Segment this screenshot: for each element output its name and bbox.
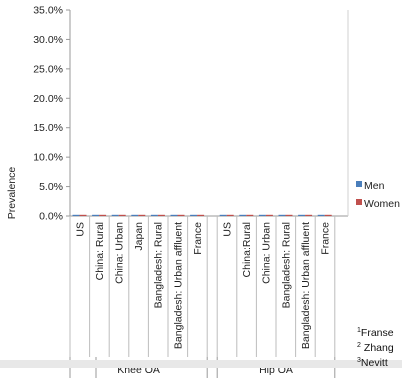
- y-tick-label: 10.0%: [33, 152, 63, 164]
- category-label: Bangladesh: Rural: [280, 222, 292, 308]
- bar-women: [99, 214, 107, 216]
- bottom-strip: [0, 360, 402, 368]
- category-label: China:Rural: [241, 222, 253, 277]
- bar-men: [72, 214, 80, 216]
- bar-men: [219, 214, 227, 216]
- bar-women: [157, 214, 165, 216]
- y-axis-ticks: 0.0% 5.0% 10.0% 15.0% 20.0% 25.0% 30.0% 35.0%: [33, 5, 70, 223]
- bar-men: [92, 214, 100, 216]
- bar-men: [239, 214, 247, 216]
- category-label: US: [222, 222, 234, 237]
- bar-women: [197, 214, 205, 216]
- footnote-2: 2 Zhang: [357, 342, 394, 354]
- footnotes: 1Franse 2 Zhang 3Nevitt: [357, 327, 394, 369]
- bar-men: [298, 214, 306, 216]
- category-labels: US China: Rural China: Urban Japan Banglades…: [74, 222, 331, 349]
- bar-women: [118, 214, 126, 216]
- bar-men: [190, 214, 198, 216]
- footnote-2-sup: 2: [357, 342, 361, 349]
- bar-women: [246, 214, 254, 216]
- bar-men: [278, 214, 286, 216]
- category-label: France: [320, 222, 332, 255]
- bar-women: [285, 214, 293, 216]
- category-label: China: Urban: [114, 222, 126, 284]
- bar-men: [111, 214, 119, 216]
- category-label: US: [74, 222, 86, 237]
- category-label: Bangladesh: Urban affluent: [172, 222, 184, 349]
- footnote-1-sup: 1: [357, 327, 361, 334]
- bar-women: [138, 214, 146, 216]
- bars: [72, 214, 332, 216]
- bar-men: [170, 214, 178, 216]
- bar-women: [177, 214, 185, 216]
- bar-women: [305, 214, 313, 216]
- legend-swatch-men: [356, 181, 362, 187]
- footnote-1: 1Franse: [357, 327, 394, 339]
- category-label: Bangladesh: Urban affluent: [300, 222, 312, 349]
- y-tick-label: 25.0%: [33, 63, 63, 75]
- footnote-2-text: Zhang: [364, 342, 394, 354]
- bar-men: [150, 214, 158, 216]
- legend: Men Women: [356, 180, 400, 210]
- bar-women: [324, 214, 332, 216]
- legend-label-men: Men: [364, 180, 385, 192]
- bar-men: [258, 214, 266, 216]
- footnote-1-text: Franse: [361, 327, 394, 339]
- legend-label-women: Women: [364, 198, 400, 210]
- bar-women: [226, 214, 234, 216]
- category-label: China: Urban: [261, 222, 273, 284]
- category-label: Japan: [133, 222, 145, 251]
- bar-women: [79, 214, 87, 216]
- footnote-3-sup: 3: [357, 357, 361, 364]
- y-tick-label: 5.0%: [39, 181, 63, 193]
- y-tick-label: 0.0%: [39, 211, 63, 223]
- y-tick-label: 35.0%: [33, 5, 63, 17]
- y-axis-title: Prevalence: [6, 167, 18, 220]
- footnote-3: 3Nevitt: [357, 357, 388, 369]
- category-label: France: [192, 222, 204, 255]
- y-tick-label: 20.0%: [33, 93, 63, 105]
- category-label: Bangladesh: Rural: [153, 222, 165, 308]
- bar-men: [131, 214, 139, 216]
- bar-women: [265, 214, 273, 216]
- bar-men: [317, 214, 325, 216]
- legend-swatch-women: [356, 199, 362, 205]
- y-tick-label: 30.0%: [33, 34, 63, 46]
- footnote-3-text: Nevitt: [361, 357, 388, 369]
- y-tick-label: 15.0%: [33, 122, 63, 134]
- category-label: China: Rural: [94, 222, 106, 280]
